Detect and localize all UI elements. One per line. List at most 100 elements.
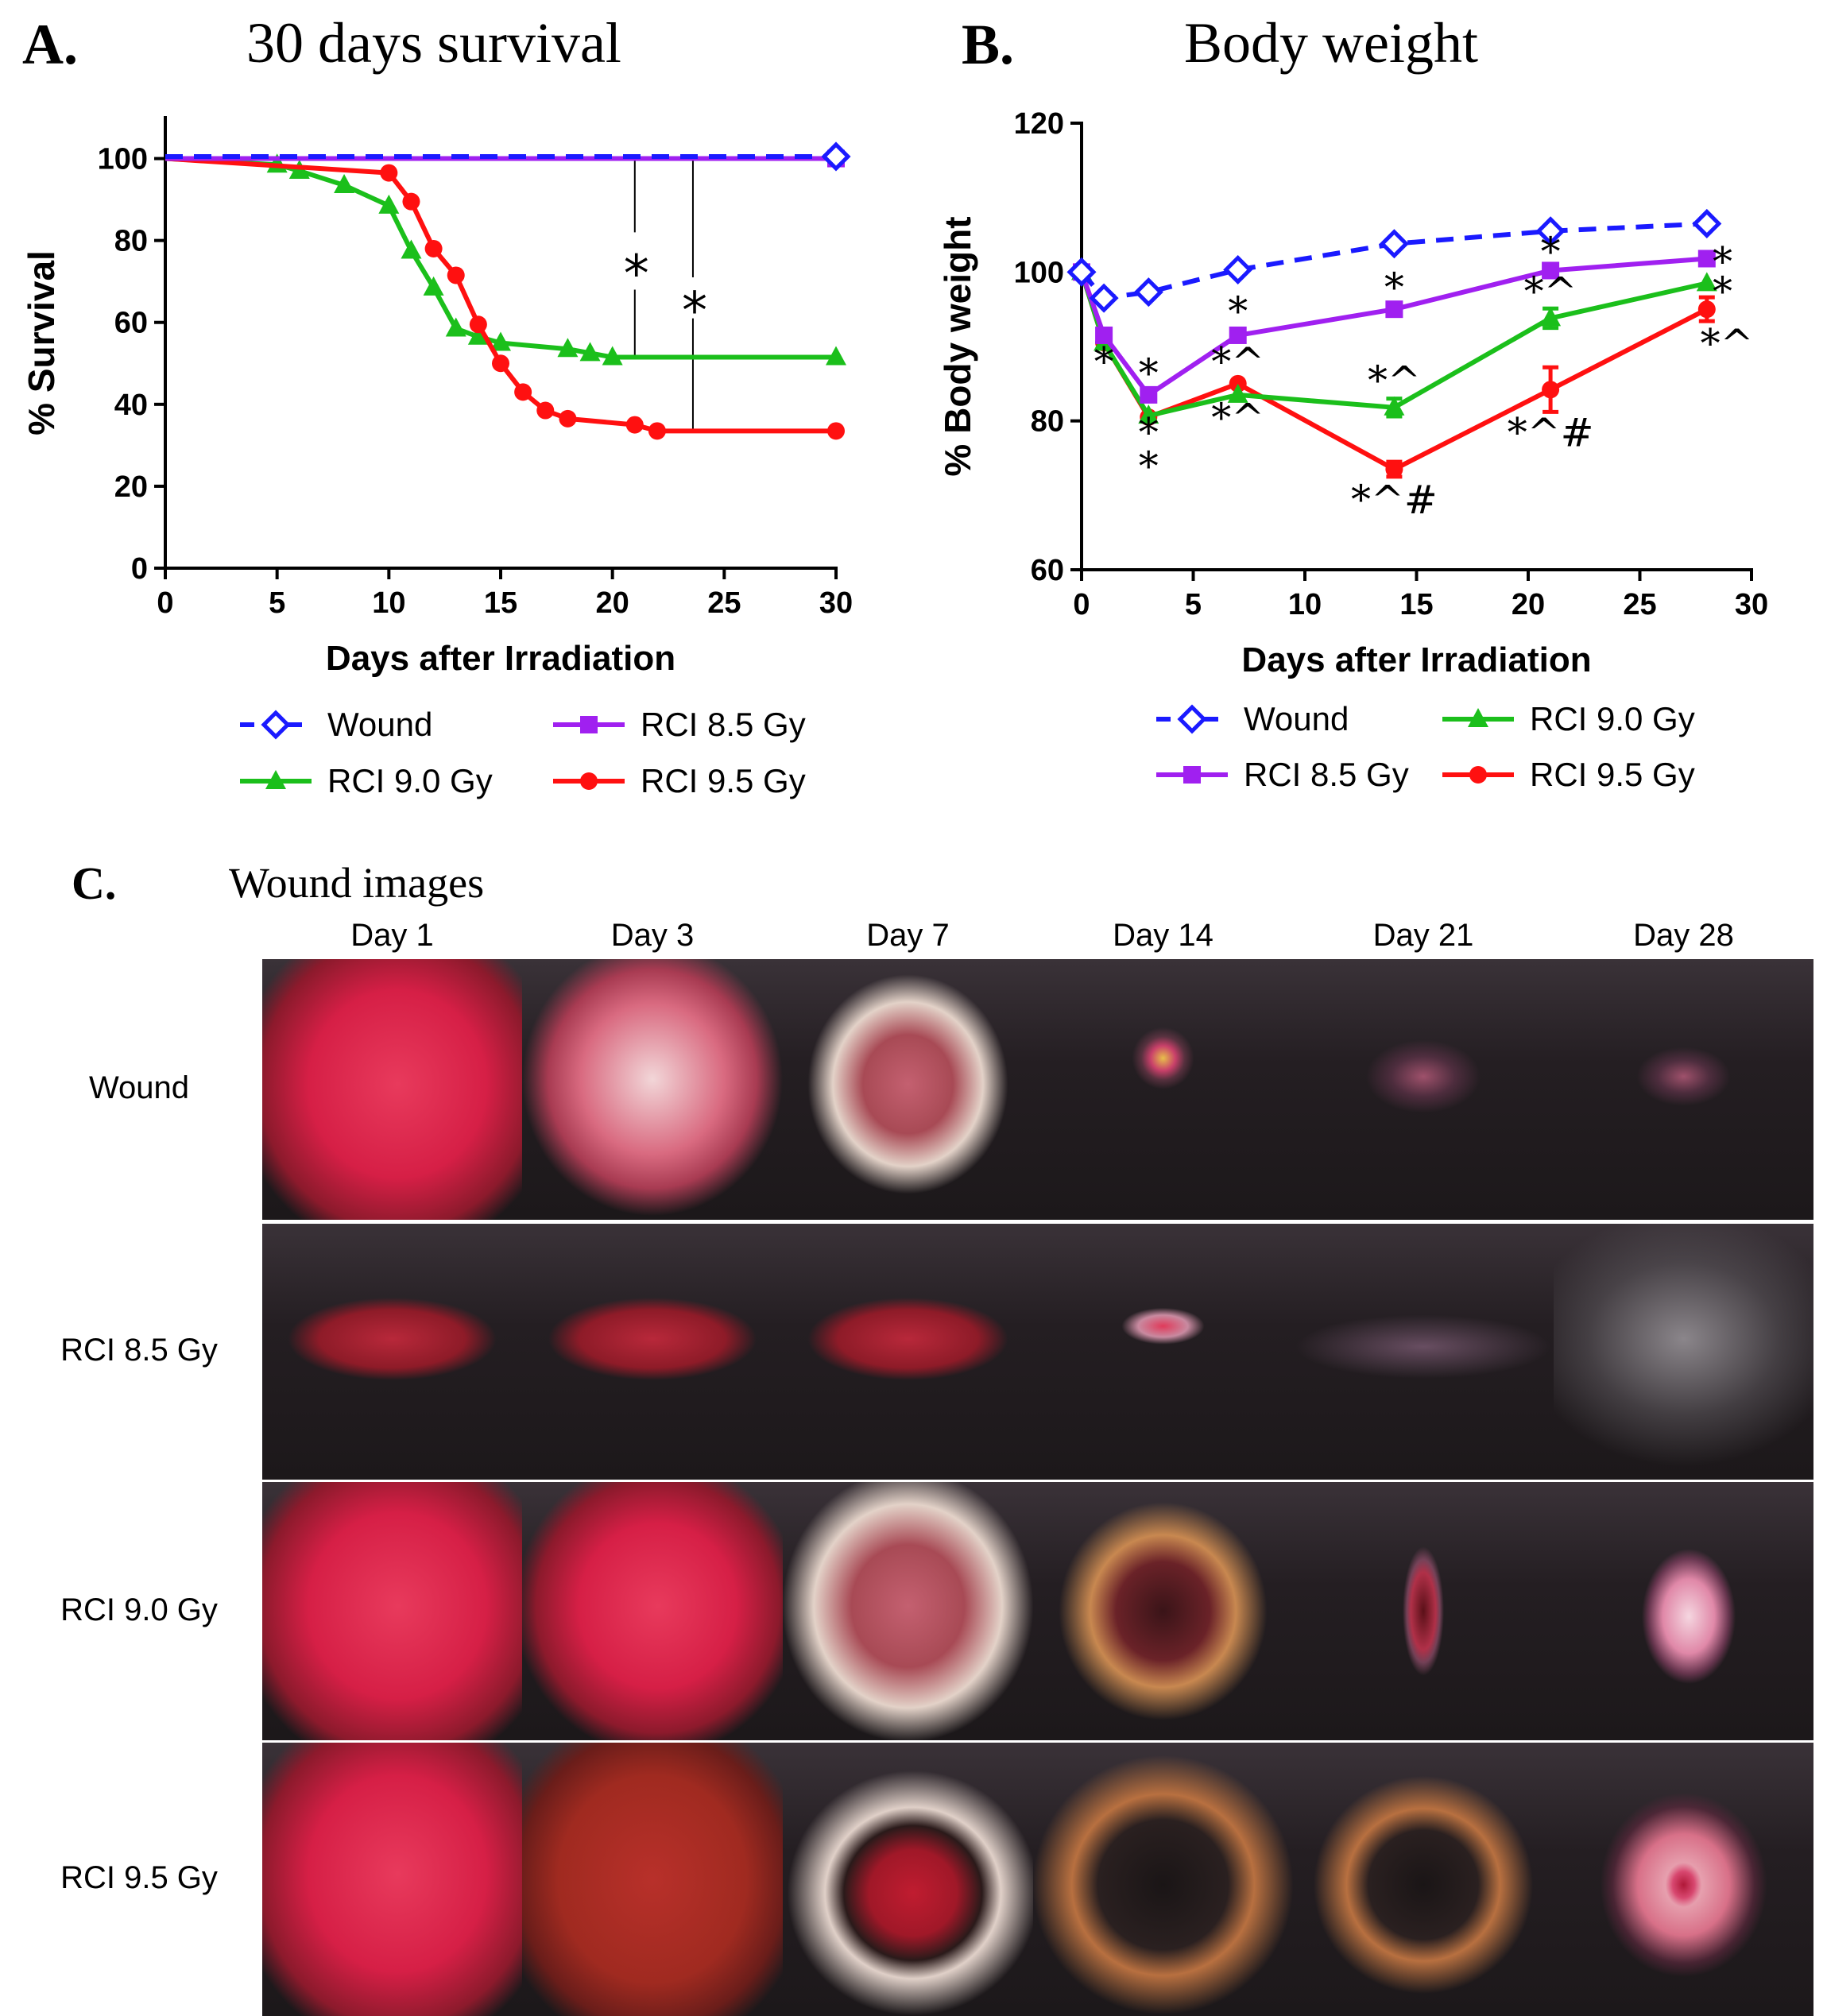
wound-photo: [522, 959, 783, 1220]
wound-photo: [262, 959, 522, 1220]
weight-point-rci85: [1542, 261, 1560, 280]
legend-label-wound: Wound: [327, 706, 432, 743]
survival-x-tick-label: 30: [819, 586, 853, 620]
legend-label-rci90: RCI 9.0 Gy: [327, 762, 493, 799]
survival-point-rci90: [445, 317, 466, 337]
weight-sig-annotation: *^#: [1351, 477, 1438, 523]
weight-point-rci95: [1385, 460, 1403, 478]
wound-photo: [1554, 1743, 1813, 2016]
survival-series-rci95: [165, 156, 845, 440]
weight-point-rci90: [1696, 272, 1717, 292]
survival-line-rci95: [165, 156, 836, 434]
survival-sig-annotation: *: [682, 282, 707, 341]
weight-sig-annotation: *: [1541, 229, 1561, 275]
wound-photo: [1293, 1224, 1554, 1480]
survival-point-wound: [821, 141, 851, 172]
survival-point-rci95: [402, 192, 420, 211]
survival-point-rci90: [467, 325, 489, 345]
wound-photo: [1554, 1224, 1813, 1480]
weight-point-wound: [1535, 216, 1566, 246]
survival-point-rci90: [490, 331, 511, 351]
legend-label-rci95: RCI 9.5 Gy: [641, 762, 806, 799]
wound-photo: [1554, 1482, 1813, 1740]
weight-point-rci90: [1227, 383, 1248, 403]
survival-point-rci95: [492, 354, 509, 373]
day-label: Day 28: [1633, 918, 1734, 953]
survival-point-rci95: [648, 422, 666, 440]
survival-point-rci95: [380, 164, 398, 182]
legend-marker-rci95: [1469, 766, 1487, 784]
wound-photo: [1033, 1224, 1293, 1480]
survival-y-tick-label: 0: [131, 552, 148, 586]
legend-marker-wound: [1177, 704, 1207, 734]
weight-sig-annotation: *: [1713, 269, 1732, 315]
body-weight-legend: Wound RCI 9.0 Gy RCI 8.5 Gy RCI 9.5 Gy: [1156, 700, 1695, 793]
wound-photo: [262, 1743, 522, 2016]
wound-photo: [1293, 1743, 1554, 2016]
row-label: Wound: [88, 1070, 189, 1105]
wound-photo: [783, 1743, 1033, 2016]
survival-point-rci90: [579, 342, 601, 362]
wound-photo: [783, 959, 1033, 1220]
survival-y-tick-label: 100: [98, 143, 148, 176]
day-label: Day 14: [1113, 918, 1213, 953]
wound-photo: [1033, 959, 1293, 1220]
weight-point-rci95: [1542, 381, 1560, 399]
wound-photo: [522, 1224, 783, 1480]
weight-point-rci90: [1384, 396, 1405, 416]
weight-sig-annotation: *^: [1701, 320, 1754, 366]
day-label: Day 3: [610, 918, 695, 953]
weight-point-rci85: [1385, 300, 1403, 319]
weight-point-rci90: [1540, 307, 1562, 327]
survival-series-rci90: [165, 153, 846, 366]
weight-sig-annotation: *: [1094, 339, 1114, 385]
legend-marker-wound: [261, 710, 291, 740]
panel-b-title: Body weight: [1184, 11, 1478, 75]
weight-sig-annotation: *^#: [1508, 410, 1594, 456]
row-label: RCI 9.0 Gy: [60, 1592, 218, 1627]
survival-point-rci90: [602, 346, 623, 366]
legend-label-wound: Wound: [1244, 700, 1349, 737]
survival-line-rci90: [165, 156, 836, 360]
survival-point-rci95: [827, 422, 845, 440]
weight-y-tick-label: 60: [1031, 554, 1064, 587]
weight-x-tick-label: 0: [1073, 588, 1090, 621]
weight-point-wound: [1089, 283, 1119, 313]
wound-photo: [262, 1482, 522, 1740]
weight-y-axis-label: % Body weight: [937, 216, 978, 476]
survival-point-rci95: [514, 383, 532, 401]
body-weight-chart: 0 5 10 15 20 25 30 60 80 100 120 Days after Irradia…: [937, 107, 1768, 679]
weight-point-wound: [1066, 257, 1097, 287]
weight-point-wound: [1133, 277, 1163, 308]
survival-point-rci95: [469, 315, 487, 334]
legend-label-rci85: RCI 8.5 Gy: [641, 706, 806, 743]
row-label: RCI 9.5 Gy: [60, 1860, 218, 1895]
legend-marker-rci90: [1468, 708, 1488, 727]
survival-series-wound: [165, 141, 851, 172]
wound-photo: [1033, 1482, 1293, 1740]
survival-point-rci90: [826, 346, 846, 366]
weight-y-tick-label: 100: [1014, 256, 1064, 289]
panel-a-title: 30 days survival: [246, 11, 621, 75]
weight-x-axis-label: Days after Irradiation: [1241, 640, 1591, 679]
wound-photo: [262, 1224, 522, 1480]
weight-point-wound: [1223, 254, 1253, 285]
wound-photo: [522, 1482, 783, 1740]
survival-x-tick-label: 10: [372, 586, 405, 620]
survival-y-axis-label: % Survival: [21, 250, 62, 435]
weight-point-rci95: [1697, 300, 1716, 319]
survival-y-tick-label: 60: [114, 307, 148, 340]
survival-y-tick-label: 20: [114, 470, 148, 504]
weight-point-rci90: [1138, 404, 1159, 424]
weight-x-tick-label: 5: [1185, 588, 1202, 621]
weight-sig-annotation: *: [1228, 288, 1248, 335]
wound-photo: [1293, 959, 1554, 1220]
wound-photo: [783, 1482, 1033, 1740]
weight-sig-annotation: *^: [1524, 269, 1577, 315]
weight-x-tick-label: 20: [1512, 588, 1545, 621]
survival-point-rci90: [423, 276, 444, 296]
wound-photo: [1554, 959, 1813, 1220]
weight-y-tick-label: 120: [1014, 107, 1064, 141]
wound-photo: [1293, 1482, 1554, 1740]
